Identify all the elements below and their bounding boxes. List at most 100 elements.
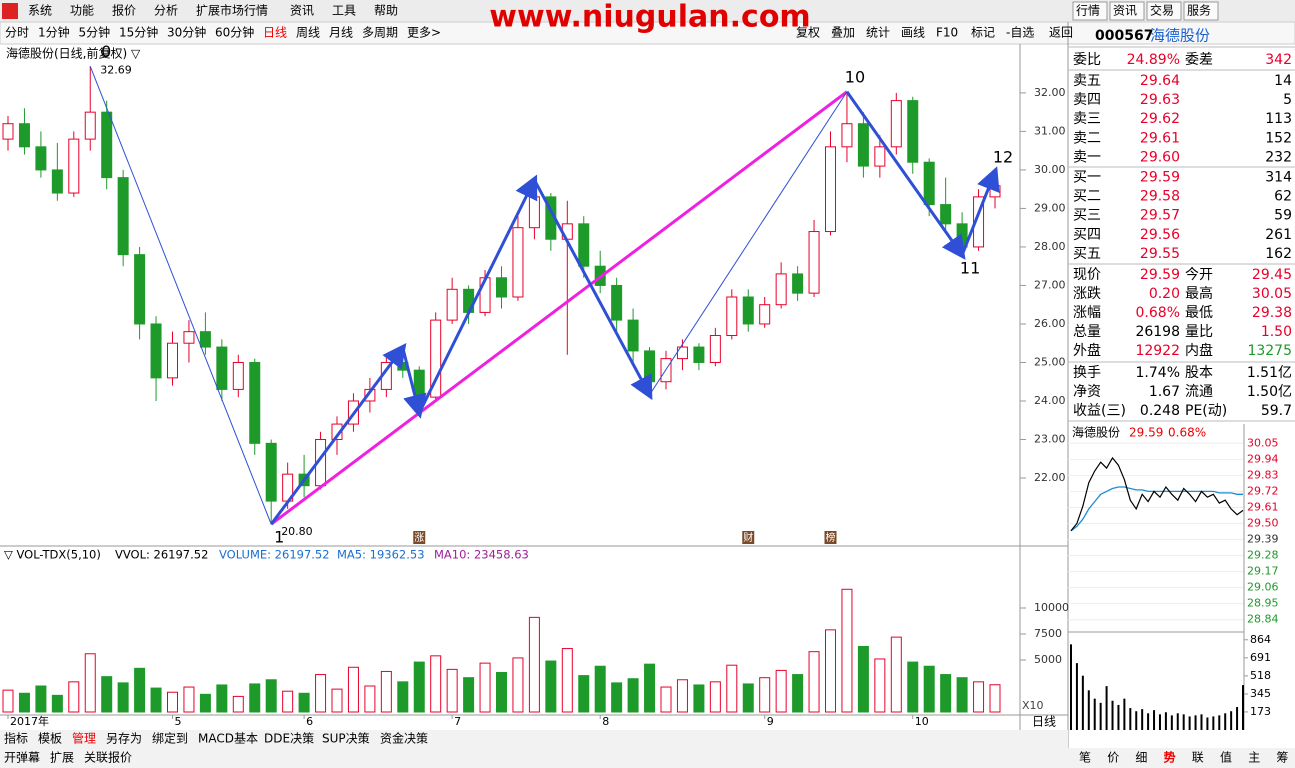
tool[interactable]: 画线 xyxy=(901,26,925,40)
period[interactable]: 1分钟 xyxy=(38,25,70,40)
y-tick-label: 173 xyxy=(1250,705,1271,718)
bottom-tab[interactable]: 指标 xyxy=(4,731,28,746)
menu-item[interactable]: 报价 xyxy=(112,3,136,18)
period[interactable]: 60分钟 xyxy=(215,25,254,40)
menu-item[interactable]: 系统 xyxy=(28,4,52,18)
button[interactable] xyxy=(1109,1,1145,21)
menu-item[interactable]: 帮助 xyxy=(374,4,398,18)
event-marker[interactable] xyxy=(742,531,755,544)
period[interactable]: 30分钟 xyxy=(167,25,206,40)
menu-item[interactable]: 分析 xyxy=(154,4,178,18)
volume-bar xyxy=(627,678,639,713)
candle-body xyxy=(249,361,261,444)
candle-body xyxy=(496,277,507,298)
button[interactable] xyxy=(1146,1,1182,21)
right-tab[interactable]: 笔 xyxy=(1079,750,1091,765)
tool[interactable]: 返回 xyxy=(1049,26,1073,40)
quote-value: 29.59 xyxy=(1140,170,1180,186)
candle-body xyxy=(825,146,836,233)
quote-value: 261 xyxy=(1265,227,1292,243)
quote-label: PE(动) xyxy=(1185,403,1227,419)
volume-bar xyxy=(397,681,409,713)
event-label[interactable]: 财 xyxy=(743,531,753,544)
button-label[interactable]: 行情 xyxy=(1076,4,1100,18)
candle-body xyxy=(446,288,458,321)
candle-body xyxy=(644,350,656,383)
bottom-tab[interactable]: 另存为 xyxy=(106,732,142,746)
right-tab[interactable]: 主 xyxy=(1248,751,1260,765)
button[interactable] xyxy=(1072,1,1108,21)
bottom-tab[interactable]: SUP决策 xyxy=(322,732,370,746)
tool[interactable]: -自选 xyxy=(1006,26,1034,40)
tool[interactable]: 复权 xyxy=(796,26,820,40)
bottom-tab[interactable]: MACD基本 xyxy=(198,732,258,746)
volume-bar xyxy=(2,689,14,713)
tool[interactable]: 统计 xyxy=(866,26,890,40)
candle-body xyxy=(51,169,63,194)
menu-item[interactable]: 功能 xyxy=(70,4,94,18)
period[interactable]: 5分钟 xyxy=(79,25,111,40)
quote-label: 买五 xyxy=(1073,246,1101,262)
right-tab[interactable]: 筹 xyxy=(1276,751,1288,765)
menu-item[interactable]: 资讯 xyxy=(290,4,314,18)
quote-label: 委比 xyxy=(1073,52,1101,68)
bottom-tab[interactable]: 模板 xyxy=(38,732,62,746)
event-label[interactable]: 榜 xyxy=(826,531,836,544)
button-label[interactable]: 交易 xyxy=(1150,3,1174,18)
quote-value: 1.67 xyxy=(1149,384,1180,400)
event-marker[interactable] xyxy=(824,531,837,544)
right-tab[interactable]: 值 xyxy=(1220,750,1232,765)
button[interactable] xyxy=(1183,1,1219,21)
zigzag-arrow xyxy=(649,91,848,396)
bottom-tab[interactable]: 绑定到 xyxy=(152,731,188,746)
bottom-tab[interactable]: 开弹幕 xyxy=(4,751,40,765)
event-marker[interactable] xyxy=(413,531,426,544)
period[interactable]: 周线 xyxy=(296,26,320,40)
right-tab[interactable]: 势 xyxy=(1164,750,1176,765)
tool[interactable]: 标记 xyxy=(971,26,995,40)
period[interactable]: 分时 xyxy=(5,26,29,40)
event-label[interactable]: 涨 xyxy=(414,532,424,544)
right-tab[interactable]: 细 xyxy=(1135,751,1147,765)
candle-body xyxy=(792,273,804,294)
volume-bar xyxy=(709,681,721,713)
period[interactable]: 多周期 xyxy=(362,26,398,40)
bottom-tab[interactable]: 扩展 xyxy=(50,751,74,765)
quote-value: 12922 xyxy=(1135,343,1180,359)
avg-line xyxy=(1070,486,1243,532)
quote-value: 0.68% xyxy=(1136,305,1180,321)
bottom-tab[interactable]: DDE决策 xyxy=(264,732,314,746)
button-label[interactable]: 服务 xyxy=(1187,3,1211,18)
quote-value: 29.55 xyxy=(1140,246,1180,262)
volume-bar xyxy=(430,655,442,713)
tool[interactable]: 叠加 xyxy=(831,26,855,40)
menu-item[interactable]: 工具 xyxy=(332,4,356,18)
period[interactable]: 月线 xyxy=(329,26,353,40)
right-tab-bar xyxy=(1068,748,1295,768)
date-label: 5 xyxy=(175,715,182,728)
candle-body xyxy=(874,146,886,167)
tool[interactable]: F10 xyxy=(936,26,958,40)
bottom-tab[interactable]: 资金决策 xyxy=(380,731,428,746)
right-tab[interactable]: 联 xyxy=(1192,751,1204,765)
y-tick-label: 29.94 xyxy=(1247,452,1279,465)
menu-item[interactable]: 扩展市场行情 xyxy=(196,3,268,18)
quote-label: 卖二 xyxy=(1073,130,1101,146)
period[interactable]: 更多> xyxy=(407,26,441,40)
volume-bar xyxy=(232,695,244,713)
volume-bar xyxy=(446,668,458,713)
candle-body xyxy=(35,146,47,171)
bottom-tab[interactable]: 关联报价 xyxy=(84,750,132,765)
bottom-tab[interactable]: 管理 xyxy=(72,731,96,746)
right-tab[interactable]: 价 xyxy=(1107,751,1119,765)
volume-bar xyxy=(331,688,343,713)
period[interactable]: 15分钟 xyxy=(119,25,158,40)
quote-label: 现价 xyxy=(1073,267,1101,283)
period[interactable]: 日线 xyxy=(263,26,287,40)
volume-bar xyxy=(51,694,63,713)
quote-label: 买四 xyxy=(1073,227,1101,243)
button-label[interactable]: 资讯 xyxy=(1113,4,1137,18)
candle-body xyxy=(742,296,754,325)
quote-value: 13275 xyxy=(1247,343,1292,359)
volume-bar xyxy=(216,684,228,713)
